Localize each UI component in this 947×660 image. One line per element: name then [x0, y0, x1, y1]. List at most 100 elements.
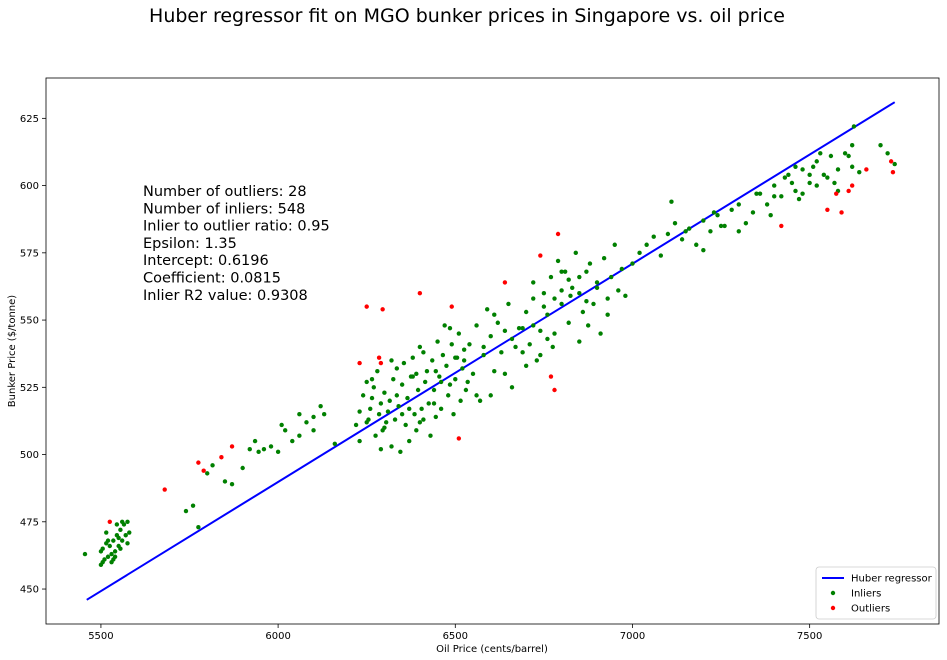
inliers-point	[321, 412, 327, 417]
inliers-point	[417, 420, 423, 425]
inliers-point	[793, 164, 798, 169]
annotation-line: Number of outliers: 28	[143, 184, 307, 200]
inliers-point	[474, 393, 479, 398]
inliers-point	[818, 151, 823, 156]
inliers-point	[520, 350, 525, 355]
inliers-point	[435, 339, 440, 344]
inliers-point	[431, 387, 437, 393]
inliers-point	[594, 285, 600, 290]
inliers-point	[360, 393, 366, 398]
inliers-point	[545, 336, 550, 342]
inliers-point	[566, 277, 571, 282]
outliers-point	[864, 167, 869, 172]
y-axis: 450 475 500 525 550 575 600 625	[20, 114, 46, 596]
inliers-point	[438, 379, 444, 385]
y-tick-label: 625	[20, 114, 39, 125]
inliers-point	[446, 393, 451, 398]
inliers-point	[428, 433, 433, 438]
inliers-point	[460, 366, 465, 371]
inliers-point	[389, 358, 394, 363]
inliers-point	[453, 355, 458, 360]
y-tick-label: 475	[20, 517, 39, 528]
inliers-point	[580, 309, 586, 315]
inliers-point	[364, 379, 369, 385]
inliers-point	[383, 420, 389, 425]
inliers-point	[119, 538, 125, 543]
inliers-point	[389, 444, 394, 449]
outliers-point	[890, 169, 896, 175]
inliers-point	[538, 352, 543, 358]
inliers-point	[828, 153, 834, 159]
inliers-point	[297, 412, 302, 417]
inliers-point	[210, 463, 215, 468]
inliers-point	[772, 194, 777, 199]
outliers-point	[449, 304, 454, 309]
inliers-point	[807, 180, 812, 186]
annotation-line: Number of inliers: 548	[143, 201, 305, 217]
inliers-point	[814, 183, 819, 188]
inliers-point	[414, 371, 419, 377]
inliers-point	[623, 293, 628, 299]
x-tick-label: 7500	[797, 631, 822, 642]
inliers-point	[669, 199, 674, 204]
inliers-point	[757, 191, 763, 196]
inliers-point	[394, 393, 400, 398]
inliers-point	[127, 530, 132, 535]
outliers-point	[552, 387, 557, 393]
inliers-point	[701, 218, 706, 223]
inliers-point	[410, 355, 415, 360]
x-tick-label: 6500	[443, 631, 468, 642]
inliers-point	[821, 172, 827, 178]
inliers-point	[492, 368, 497, 374]
inliers-point	[694, 242, 699, 247]
inliers-point	[357, 438, 362, 444]
outliers-point	[378, 360, 384, 366]
outliers-point	[548, 374, 554, 379]
inliers-point	[422, 379, 428, 385]
outliers-point	[107, 519, 112, 524]
outliers-point	[555, 231, 561, 237]
outliers-point	[779, 223, 784, 229]
inliers-point	[506, 301, 511, 307]
inliers-point	[679, 237, 685, 242]
inliers-point	[811, 164, 816, 169]
inliers-point	[368, 406, 373, 412]
inliers-point	[378, 446, 384, 452]
y-tick-label: 600	[20, 181, 39, 192]
inliers-point	[415, 387, 421, 393]
inliers-point	[430, 358, 435, 363]
inliers-point	[229, 481, 235, 487]
inliers-point	[555, 258, 561, 264]
outliers-point	[364, 304, 369, 309]
inliers-point	[407, 438, 412, 444]
inliers-point	[570, 285, 575, 290]
inliers-point	[605, 296, 610, 301]
inliers-point	[577, 339, 582, 344]
inliers-point	[814, 159, 819, 164]
outliers-point	[196, 460, 201, 465]
inliers-point	[531, 296, 536, 301]
inliers-point	[109, 551, 114, 557]
inliers-point	[104, 530, 109, 535]
inliers-point	[708, 229, 713, 234]
inliers-point	[736, 229, 741, 234]
annotation-line: Epsilon: 1.35	[143, 236, 237, 252]
inliers-point	[630, 261, 635, 266]
inliers-point	[304, 420, 309, 425]
inliers-point	[453, 377, 458, 382]
x-tick-label: 7000	[620, 631, 645, 642]
inliers-point	[123, 533, 128, 538]
inliers-point	[447, 325, 453, 331]
inliers-point	[683, 229, 688, 234]
inliers-point	[796, 196, 802, 202]
inliers-point	[531, 280, 536, 285]
y-tick-label: 450	[20, 585, 39, 596]
inliers-point	[488, 334, 493, 339]
inliers-point	[686, 226, 692, 231]
inliers-point	[562, 269, 568, 274]
inliers-point	[119, 519, 125, 524]
outliers-point	[888, 159, 894, 164]
inliers-point	[247, 446, 252, 452]
inliers-point	[412, 412, 417, 417]
